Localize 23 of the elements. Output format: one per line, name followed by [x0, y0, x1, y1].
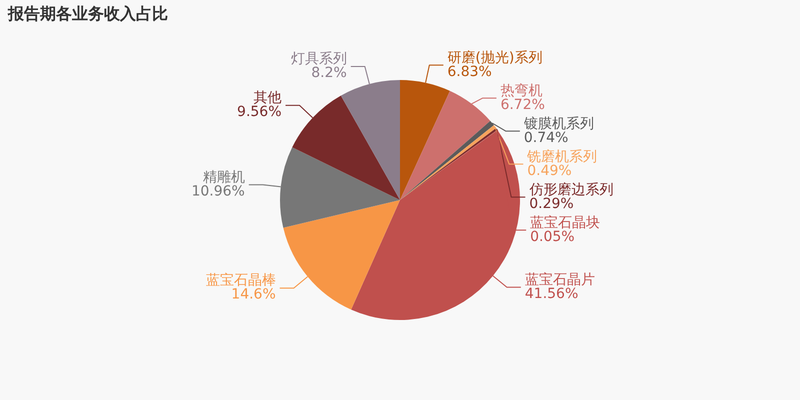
slice-label: 精雕机 [202, 169, 245, 186]
data-label: 41.56% [524, 286, 578, 302]
data-label: 6.72% [500, 96, 545, 113]
data-label: 8.2% [311, 65, 347, 82]
chart-title: 报告期各业务收入占比 [8, 4, 168, 25]
slice-label: 蓝宝石晶棒 [206, 272, 276, 289]
slice-label: 其他 [254, 90, 282, 106]
data-label: 0.29% [529, 196, 574, 212]
data-label: 6.83% [447, 64, 492, 80]
slice-label: 仿形磨边系列 [528, 182, 614, 198]
slice-label: 研磨(抛光)系列 [447, 50, 542, 66]
data-label: 0.05% [530, 228, 575, 245]
slice-label: 灯具系列 [290, 51, 347, 68]
slice-label: 蓝宝石晶片 [524, 272, 595, 288]
data-label: 0.49% [527, 162, 572, 179]
data-label: 9.56% [237, 104, 282, 120]
slice-label: 热弯机 [500, 82, 542, 99]
slice-label: 蓝宝石晶块 [530, 214, 600, 231]
slice-label: 镀膜机系列 [522, 116, 594, 132]
data-label: 14.6% [231, 286, 276, 303]
data-label: 0.74% [524, 130, 568, 146]
data-label: 10.96% [191, 183, 245, 200]
slice-label: 铣磨机系列 [526, 148, 598, 165]
